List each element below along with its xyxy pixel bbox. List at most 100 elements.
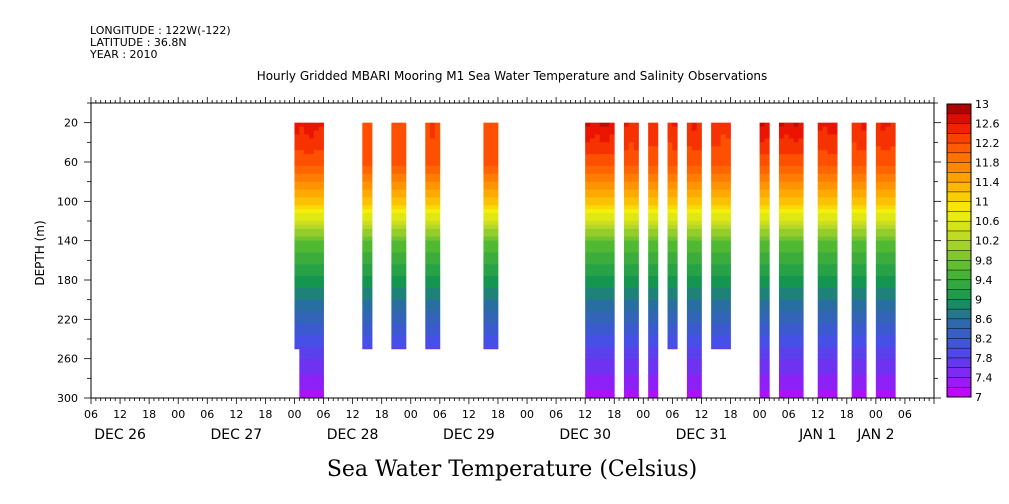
- heat-cell: [788, 150, 794, 155]
- heat-cell: [648, 260, 654, 265]
- heat-cell: [788, 268, 794, 273]
- heat-cell: [686, 366, 693, 371]
- heat-cell: [851, 173, 857, 179]
- heat-cell: [672, 185, 678, 190]
- heat-cell: [832, 181, 838, 186]
- heat-cell: [367, 193, 373, 198]
- heat-cell: [759, 221, 765, 226]
- heat-cell: [764, 366, 770, 371]
- heat-cell: [715, 134, 722, 139]
- heat-cell: [609, 272, 615, 277]
- heat-cell: [875, 162, 882, 167]
- heat-cell: [885, 272, 891, 277]
- heat-cell: [609, 193, 615, 198]
- heat-cell: [599, 303, 605, 308]
- heat-cell: [623, 280, 630, 285]
- x-day-label: DEC 29: [443, 427, 495, 443]
- heat-cell: [778, 362, 785, 367]
- heat-cell: [313, 150, 320, 155]
- heat-cell: [304, 358, 310, 363]
- heat-cell: [653, 205, 659, 210]
- heat-cell: [667, 177, 673, 183]
- heat-cell: [822, 236, 828, 242]
- heat-cell: [430, 201, 436, 206]
- heat-cell: [856, 244, 862, 249]
- heat-cell: [434, 319, 441, 324]
- heat-cell: [720, 256, 727, 261]
- heat-cell: [822, 307, 828, 312]
- heat-cell: [430, 181, 436, 186]
- heat-cell: [488, 197, 494, 202]
- heat-cell: [396, 154, 402, 159]
- heat-cell: [590, 209, 596, 214]
- heat-cell: [401, 189, 407, 194]
- heat-cell: [764, 283, 770, 289]
- heat-cell: [488, 252, 494, 257]
- heat-cell: [817, 382, 823, 387]
- heat-cell: [313, 213, 320, 218]
- heat-cell: [691, 291, 697, 297]
- heat-cell: [851, 256, 857, 261]
- heat-cell: [817, 256, 823, 261]
- heat-cell: [299, 358, 305, 363]
- heat-cell: [294, 181, 300, 186]
- heat-cell: [362, 236, 368, 242]
- heat-cell: [764, 236, 770, 242]
- heat-cell: [599, 283, 605, 289]
- heat-cell: [434, 134, 441, 139]
- heat-cell: [798, 213, 804, 218]
- heat-cell: [430, 252, 436, 257]
- heat-cell: [318, 272, 324, 277]
- heat-cell: [691, 169, 697, 175]
- heat-cell: [599, 240, 605, 245]
- heat-cell: [817, 146, 823, 151]
- heat-cell: [778, 394, 785, 399]
- heat-cell: [585, 126, 591, 131]
- heat-cell: [672, 154, 678, 159]
- heat-cell: [764, 232, 770, 238]
- heat-cell: [822, 331, 828, 336]
- heat-cell: [890, 142, 896, 147]
- heat-cell: [483, 260, 489, 265]
- heat-cell: [623, 146, 630, 151]
- heat-cell: [594, 264, 601, 269]
- heat-cell: [604, 205, 610, 210]
- heat-cell: [362, 138, 368, 143]
- heat-cell: [890, 205, 896, 210]
- heat-cell: [391, 146, 397, 151]
- heat-cell: [783, 327, 790, 332]
- heat-cell: [832, 268, 838, 273]
- heat-cell: [299, 197, 305, 202]
- x-hour-label: 00: [520, 408, 534, 421]
- heat-cell: [686, 276, 693, 281]
- heat-cell: [304, 122, 310, 127]
- heat-cell: [711, 299, 717, 304]
- heat-cell: [585, 327, 591, 332]
- heat-cell: [628, 319, 635, 324]
- heat-cell: [667, 232, 673, 238]
- heat-cell: [391, 224, 397, 230]
- heat-cell: [778, 331, 785, 336]
- x-hour-label: 06: [200, 408, 214, 421]
- heat-cell: [391, 280, 397, 285]
- heat-cell: [313, 374, 320, 379]
- heat-cell: [633, 162, 639, 167]
- heat-cell: [832, 177, 838, 183]
- heat-cell: [362, 295, 368, 301]
- heat-cell: [875, 232, 882, 238]
- heat-cell: [425, 299, 431, 304]
- heat-cell: [696, 350, 702, 356]
- heat-cell: [832, 354, 838, 360]
- heat-cell: [604, 217, 610, 222]
- heat-cell: [686, 311, 693, 316]
- heat-cell: [604, 189, 610, 194]
- heat-cell: [793, 276, 799, 281]
- heat-cell: [832, 185, 838, 190]
- heat-cell: [851, 342, 857, 348]
- heat-cell: [851, 177, 857, 183]
- x-day-label: DEC 26: [94, 427, 146, 443]
- heat-cell: [585, 342, 591, 348]
- heat-cell: [604, 177, 610, 183]
- heat-cell: [623, 354, 630, 360]
- heat-cell: [817, 307, 823, 312]
